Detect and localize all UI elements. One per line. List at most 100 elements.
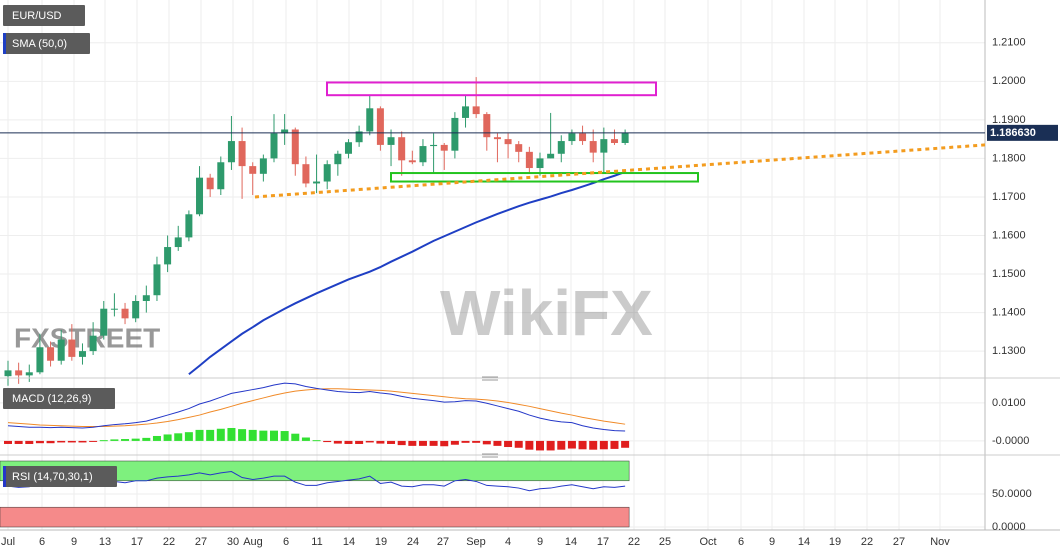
x-tick-label: 22	[163, 536, 175, 548]
histogram-bar	[450, 440, 459, 445]
sma-line	[188, 170, 626, 376]
x-tick-label: 27	[893, 536, 905, 548]
histogram-bar	[355, 440, 364, 444]
candle-body	[238, 141, 246, 167]
resistance-zone	[326, 81, 657, 97]
candle-body	[334, 153, 342, 165]
x-tick-label: Aug	[243, 536, 263, 548]
resize-grip[interactable]	[482, 453, 498, 458]
histogram-bar	[216, 428, 225, 441]
candle-body	[472, 106, 480, 115]
x-tick-label: 19	[375, 536, 387, 548]
candle-body	[568, 133, 576, 142]
y-tick-label: 0.0000	[992, 521, 1026, 533]
candle-body	[110, 308, 118, 310]
candle-body	[174, 237, 182, 248]
candle-body	[323, 164, 331, 182]
x-tick-label: 9	[537, 536, 543, 548]
histogram-bar	[493, 440, 502, 446]
histogram-bar	[67, 440, 76, 443]
support-zone	[390, 172, 699, 183]
indicator-label: MACD (12,26,9)	[12, 393, 91, 405]
histogram-bar	[121, 439, 130, 441]
resize-grip[interactable]	[482, 376, 498, 381]
histogram-bar	[376, 440, 385, 444]
x-tick-label: 4	[505, 536, 511, 548]
indicator-label-stripe	[3, 466, 6, 487]
x-tick-label: 24	[407, 536, 419, 548]
indicator-label-box[interactable]	[3, 33, 90, 54]
candle-body	[504, 139, 512, 145]
candle-body	[281, 129, 289, 134]
candle-body	[78, 351, 86, 357]
histogram-bar	[472, 440, 481, 443]
candle-body	[302, 164, 310, 184]
indicator-label-box[interactable]	[3, 466, 117, 487]
marks: FXSTREET WikiFX	[0, 77, 653, 528]
histogram-bar	[578, 440, 587, 450]
candle-body	[164, 247, 172, 265]
y-tick-label: 1.1900	[992, 114, 1026, 126]
candle-body	[462, 106, 470, 118]
histogram-bar	[291, 433, 300, 441]
x-tick-label: 9	[769, 536, 775, 548]
histogram-bar	[4, 440, 12, 444]
overbought-band	[0, 460, 630, 482]
x-tick-label: 17	[131, 536, 143, 548]
x-tick-label: Oct	[699, 536, 716, 548]
y-tick-label: 1.1300	[992, 345, 1026, 357]
histogram-bar	[259, 430, 268, 441]
candle-body	[227, 141, 235, 163]
candle-body	[398, 137, 406, 161]
histogram-bar	[589, 440, 598, 450]
x-tick-label: 6	[39, 536, 45, 548]
x-tick-label: 13	[99, 536, 111, 548]
indicator-label: RSI (14,70,30,1)	[12, 471, 93, 483]
histogram-bar	[174, 433, 183, 441]
candle-body	[121, 308, 129, 319]
candle-body	[25, 372, 33, 376]
x-tick-label: 30	[227, 536, 239, 548]
histogram-bar	[78, 440, 87, 443]
x-tick-label: 6	[283, 536, 289, 548]
histogram-bar	[504, 440, 513, 448]
candle-body	[589, 141, 597, 153]
x-tick-label: Sep	[466, 536, 486, 548]
x-tick-label: 25	[659, 536, 671, 548]
histogram-bar	[227, 427, 236, 441]
candle-body	[557, 141, 565, 154]
x-tick-label: 17	[597, 536, 609, 548]
histogram-bar	[14, 440, 23, 444]
x-tick-label: 14	[565, 536, 577, 548]
histogram-bar	[163, 434, 172, 441]
x-tick-label: 14	[343, 536, 355, 548]
candle-body	[291, 129, 299, 165]
candle-body	[196, 177, 204, 215]
x-tick-label: 11	[311, 536, 322, 548]
candle-body	[100, 308, 108, 336]
candle-body	[515, 144, 523, 152]
indicator-label-box[interactable]	[3, 388, 115, 409]
histogram-bar	[238, 429, 247, 441]
trendline	[254, 143, 986, 199]
candle-body	[4, 370, 12, 377]
x-tick-label: 27	[195, 536, 207, 548]
histogram-bar	[408, 440, 417, 446]
indicator-label-box[interactable]	[3, 5, 85, 26]
histogram-bar	[365, 440, 374, 443]
x-tick-label: 22	[861, 536, 873, 548]
candle-body	[451, 117, 459, 151]
histogram-bar	[610, 440, 619, 449]
candle-body	[47, 347, 55, 361]
candle-body	[68, 339, 76, 357]
signal-line	[7, 388, 626, 427]
x-tick-label: 19	[829, 536, 841, 548]
watermark: WikiFX	[440, 277, 653, 349]
histogram-bar	[270, 430, 278, 441]
histogram-bar	[195, 429, 204, 441]
histogram-bar	[142, 437, 151, 441]
candle-body	[344, 142, 352, 154]
histogram-bar	[599, 440, 608, 450]
candle-body	[206, 177, 214, 190]
